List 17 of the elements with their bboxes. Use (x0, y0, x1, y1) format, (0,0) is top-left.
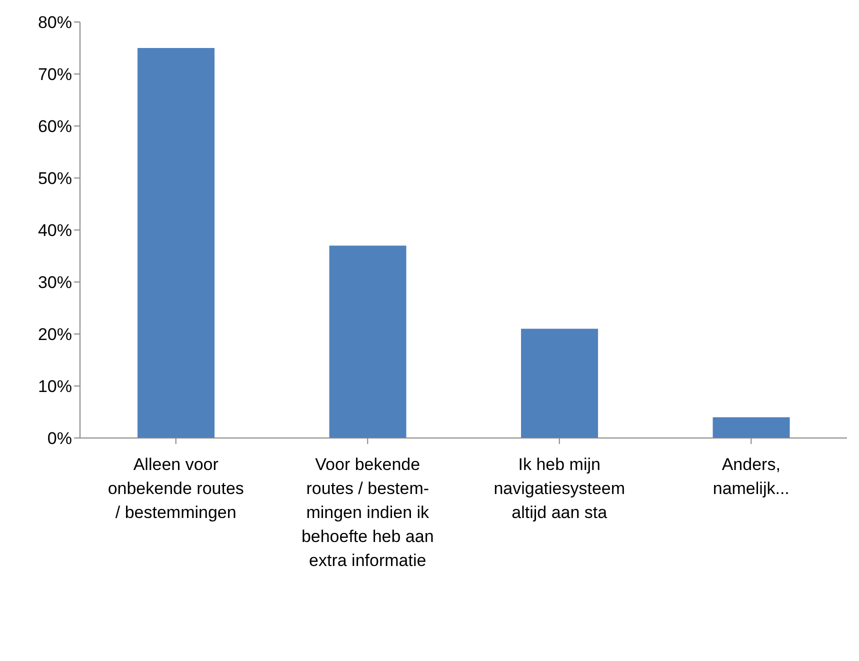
y-tick-label: 20% (38, 325, 72, 344)
y-tick-label: 60% (38, 117, 72, 136)
x-tick-label: Voor bekende routes / bestem-mingen indien ik behoefte heb aan extra informatie (301, 455, 434, 570)
y-tick-label: 70% (38, 65, 72, 84)
x-tick-label: Alleen voor onbekende routes / bestemmingen (108, 455, 244, 522)
x-tick-label: Anders, namelijk... (712, 455, 790, 498)
y-tick-label: 0% (47, 429, 72, 448)
bar (521, 328, 598, 438)
x-tick-label: Ik heb mijn navigatiesysteem altijd aan sta (494, 455, 626, 522)
y-tick-label: 80% (38, 13, 72, 32)
y-tick-label: 40% (38, 221, 72, 240)
bar (138, 48, 215, 438)
bar (329, 246, 406, 438)
y-tick-label: 10% (38, 377, 72, 396)
bar (712, 417, 790, 438)
y-tick-label: 50% (38, 169, 72, 188)
y-tick-label: 30% (38, 273, 72, 292)
